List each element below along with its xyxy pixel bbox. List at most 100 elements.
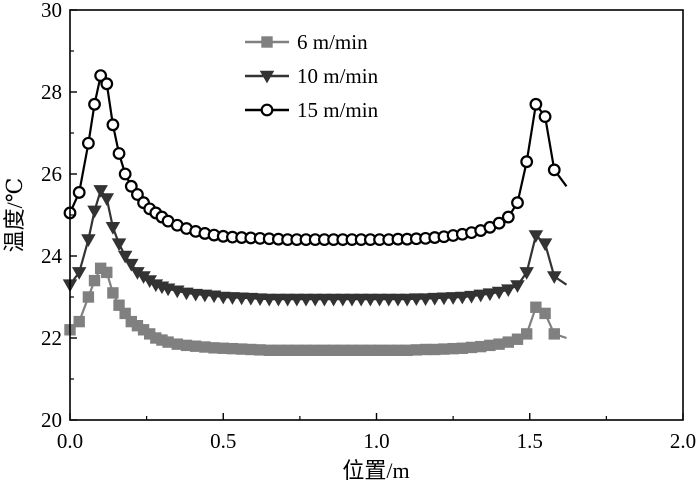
data-point — [501, 284, 516, 298]
data-point — [234, 292, 249, 306]
data-point — [326, 293, 341, 307]
legend: 6 m/min 10 m/min 15 m/min — [245, 30, 379, 122]
data-point — [71, 267, 87, 280]
data-point — [390, 293, 406, 307]
data-point — [81, 136, 95, 150]
legend-item: 15 m/min — [245, 98, 379, 122]
data-point — [112, 147, 126, 160]
series-2 — [62, 185, 568, 307]
data-point — [118, 167, 132, 181]
data-point — [94, 69, 108, 82]
data-point — [93, 185, 108, 198]
data-point — [427, 292, 442, 306]
data-point — [372, 293, 387, 307]
data-point — [418, 293, 433, 307]
data-point — [538, 110, 552, 123]
x-tick-label: 1.5 — [517, 429, 543, 453]
y-tick-label: 28 — [41, 80, 62, 104]
data-point — [519, 267, 534, 280]
series-1 — [64, 262, 567, 357]
data-point — [100, 77, 114, 91]
data-point — [197, 289, 213, 303]
data-point — [491, 286, 507, 300]
data-point — [510, 280, 525, 293]
data-point — [445, 292, 461, 305]
legend-label: 10 m/min — [297, 64, 379, 88]
data-point — [317, 293, 332, 307]
data-point — [530, 301, 542, 313]
data-point — [225, 292, 240, 305]
data-point — [73, 315, 85, 328]
y-axis-label: 温度/℃ — [2, 178, 27, 253]
data-point — [243, 292, 259, 306]
x-tick-label: 1.0 — [363, 429, 389, 453]
data-point — [353, 293, 369, 307]
legend-label: 6 m/min — [297, 30, 368, 54]
y-tick-label: 22 — [41, 326, 62, 350]
data-point — [482, 288, 498, 302]
legend-item: 10 m/min — [245, 64, 379, 88]
data-point — [492, 216, 506, 230]
data-point — [72, 186, 86, 199]
data-point — [271, 293, 286, 307]
data-point — [473, 289, 488, 303]
data-point — [511, 196, 524, 210]
data-point — [464, 290, 479, 304]
data-point — [298, 293, 314, 307]
data-point — [548, 328, 560, 340]
data-point — [528, 230, 544, 243]
data-point — [261, 293, 277, 307]
series-layer — [62, 69, 568, 357]
data-point — [106, 118, 120, 132]
x-tick-label: 0.5 — [210, 429, 236, 453]
data-point — [119, 307, 131, 320]
data-point — [455, 291, 470, 305]
data-point — [307, 293, 323, 307]
data-point — [409, 293, 424, 307]
data-point — [131, 188, 144, 201]
data-point — [111, 238, 127, 252]
data-point — [529, 97, 543, 111]
data-point — [81, 234, 96, 248]
data-point — [520, 328, 533, 340]
data-point — [547, 163, 561, 177]
data-point — [501, 210, 515, 224]
data-point — [289, 293, 305, 307]
x-axis-label: 位置/m — [342, 458, 409, 483]
legend-marker — [260, 103, 274, 117]
data-point — [105, 222, 121, 235]
data-point — [113, 299, 125, 311]
ticks-layer: 0.0 0.5 1.0 1.5 2.0 20 22 24 26 28 30 — [41, 0, 696, 453]
data-point — [520, 155, 534, 169]
y-tick-label: 30 — [41, 0, 62, 22]
legend-marker — [259, 70, 275, 84]
data-point — [280, 293, 295, 307]
x-tick-label: 2.0 — [670, 429, 696, 453]
data-point — [88, 97, 101, 111]
data-point — [88, 274, 101, 287]
data-point — [188, 288, 203, 302]
legend-label: 15 m/min — [297, 98, 379, 122]
data-point — [344, 293, 360, 307]
y-tick-label: 24 — [41, 244, 63, 268]
y-tick-label: 26 — [41, 162, 62, 186]
data-point — [82, 291, 95, 303]
x-tick-label: 0.0 — [57, 429, 83, 453]
legend-marker — [261, 36, 273, 48]
data-point — [107, 287, 119, 299]
data-point — [381, 293, 397, 307]
data-point — [363, 293, 378, 307]
data-point — [101, 266, 113, 279]
data-point — [539, 307, 551, 320]
data-point — [399, 293, 415, 307]
y-tick-label: 20 — [41, 408, 62, 432]
data-point — [335, 293, 351, 307]
data-point — [124, 258, 139, 272]
data-point — [547, 271, 562, 284]
data-point — [99, 193, 115, 207]
data-point — [215, 291, 231, 305]
data-point — [436, 292, 452, 306]
data-point — [87, 205, 102, 219]
